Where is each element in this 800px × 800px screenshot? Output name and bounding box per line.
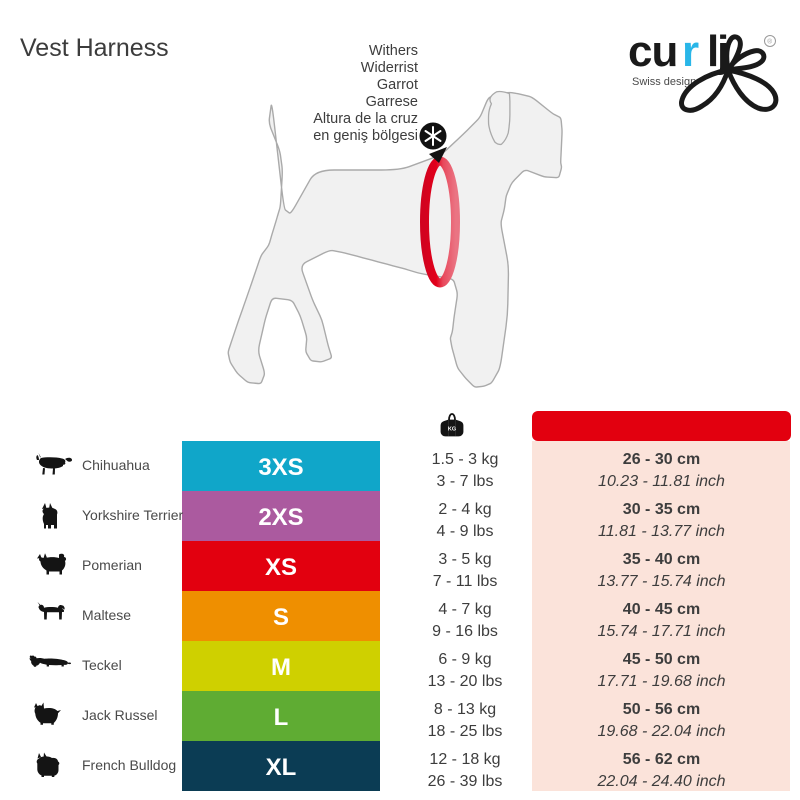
svg-text:KG: KG: [448, 427, 456, 433]
